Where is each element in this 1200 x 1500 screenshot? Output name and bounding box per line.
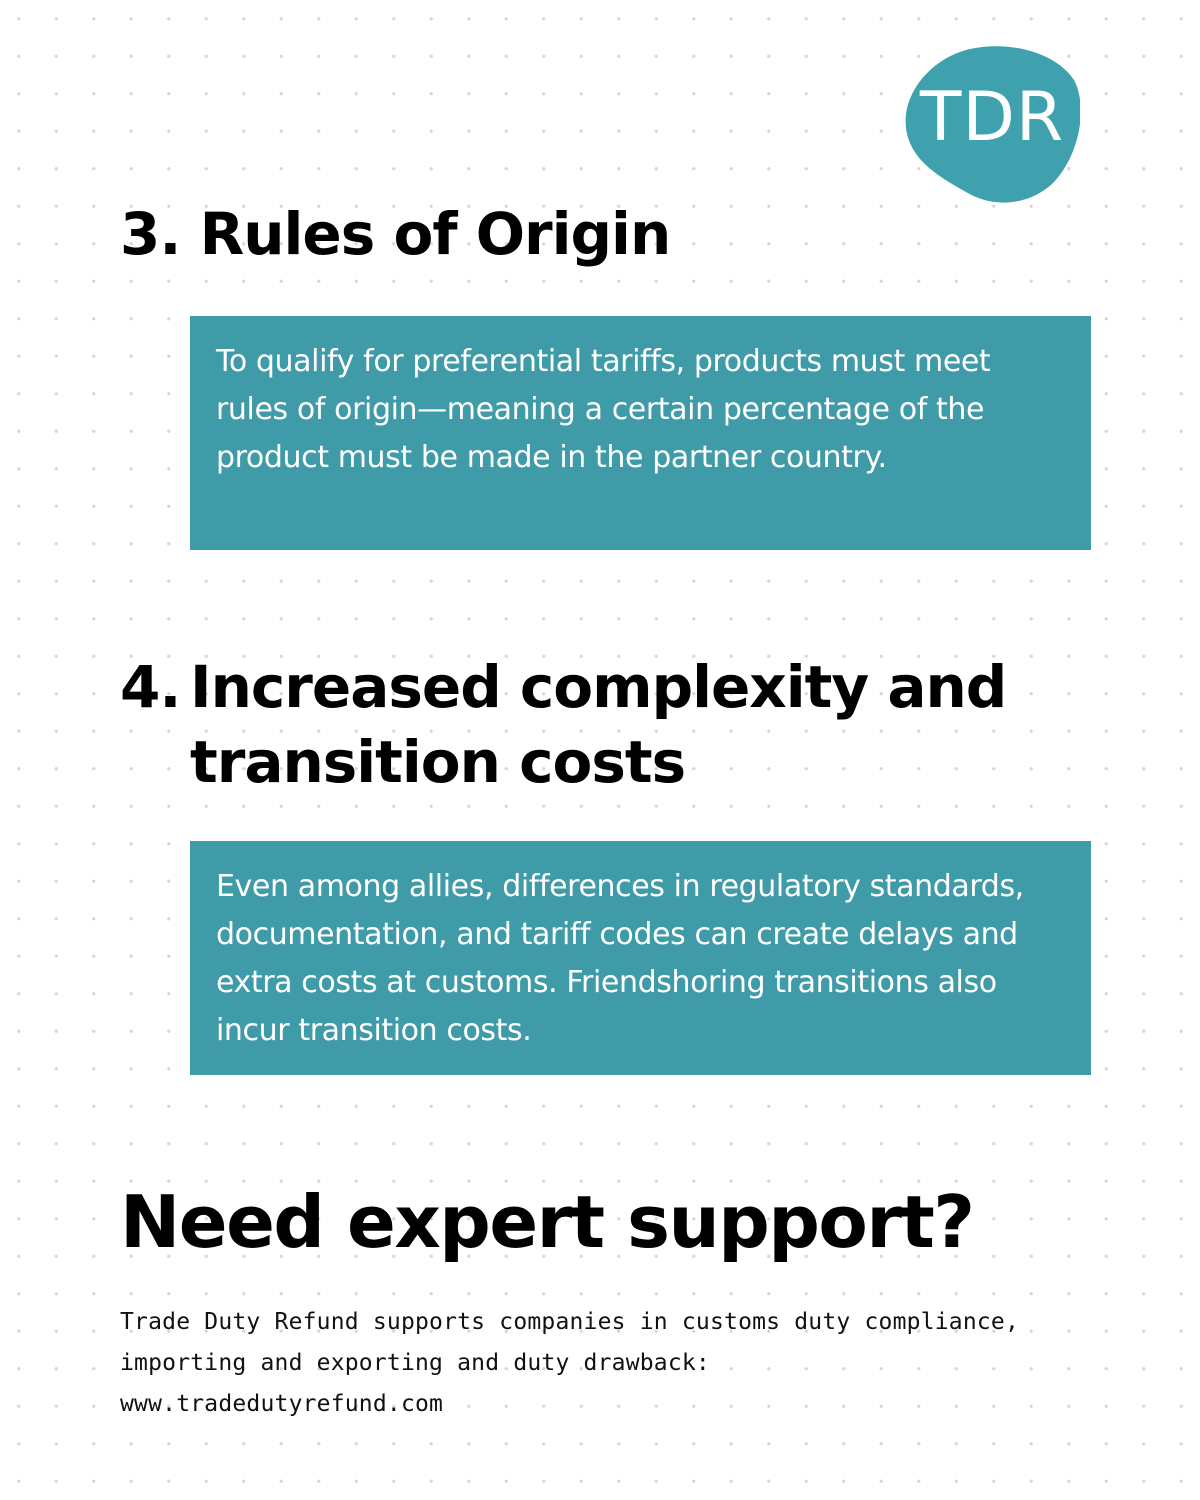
logo-blob-shape <box>905 46 1080 203</box>
section-3-card: To qualify for preferential tariffs, pro… <box>190 316 1091 550</box>
cta-description: Trade Duty Refund supports companies in … <box>120 1302 1080 1425</box>
logo-text: TDR <box>919 78 1065 157</box>
section-3-title: Rules of Origin <box>199 200 672 268</box>
website-link[interactable]: www.tradedutyrefund.com <box>120 1391 444 1417</box>
section-3-body: To qualify for preferential tariffs, pro… <box>216 344 991 475</box>
section-3-number: 3. <box>120 200 181 268</box>
cta-line-1: Trade Duty Refund supports companies in … <box>120 1309 1020 1335</box>
section-4-number: 4. <box>120 653 181 721</box>
section-4-heading: 4. Increased complexity and transition c… <box>120 650 1007 800</box>
section-3-heading: 3. Rules of Origin <box>120 198 672 270</box>
section-4-title-line2: transition costs <box>190 728 686 796</box>
section-4-body: Even among allies, differences in regula… <box>216 869 1024 1048</box>
cta-line-2: importing and exporting and duty drawbac… <box>120 1350 710 1376</box>
section-4-title-line1: Increased complexity and <box>190 653 1007 721</box>
cta-heading: Need expert support? <box>120 1180 975 1264</box>
section-4-card: Even among allies, differences in regula… <box>190 841 1091 1075</box>
tdr-logo: TDR <box>904 44 1080 206</box>
